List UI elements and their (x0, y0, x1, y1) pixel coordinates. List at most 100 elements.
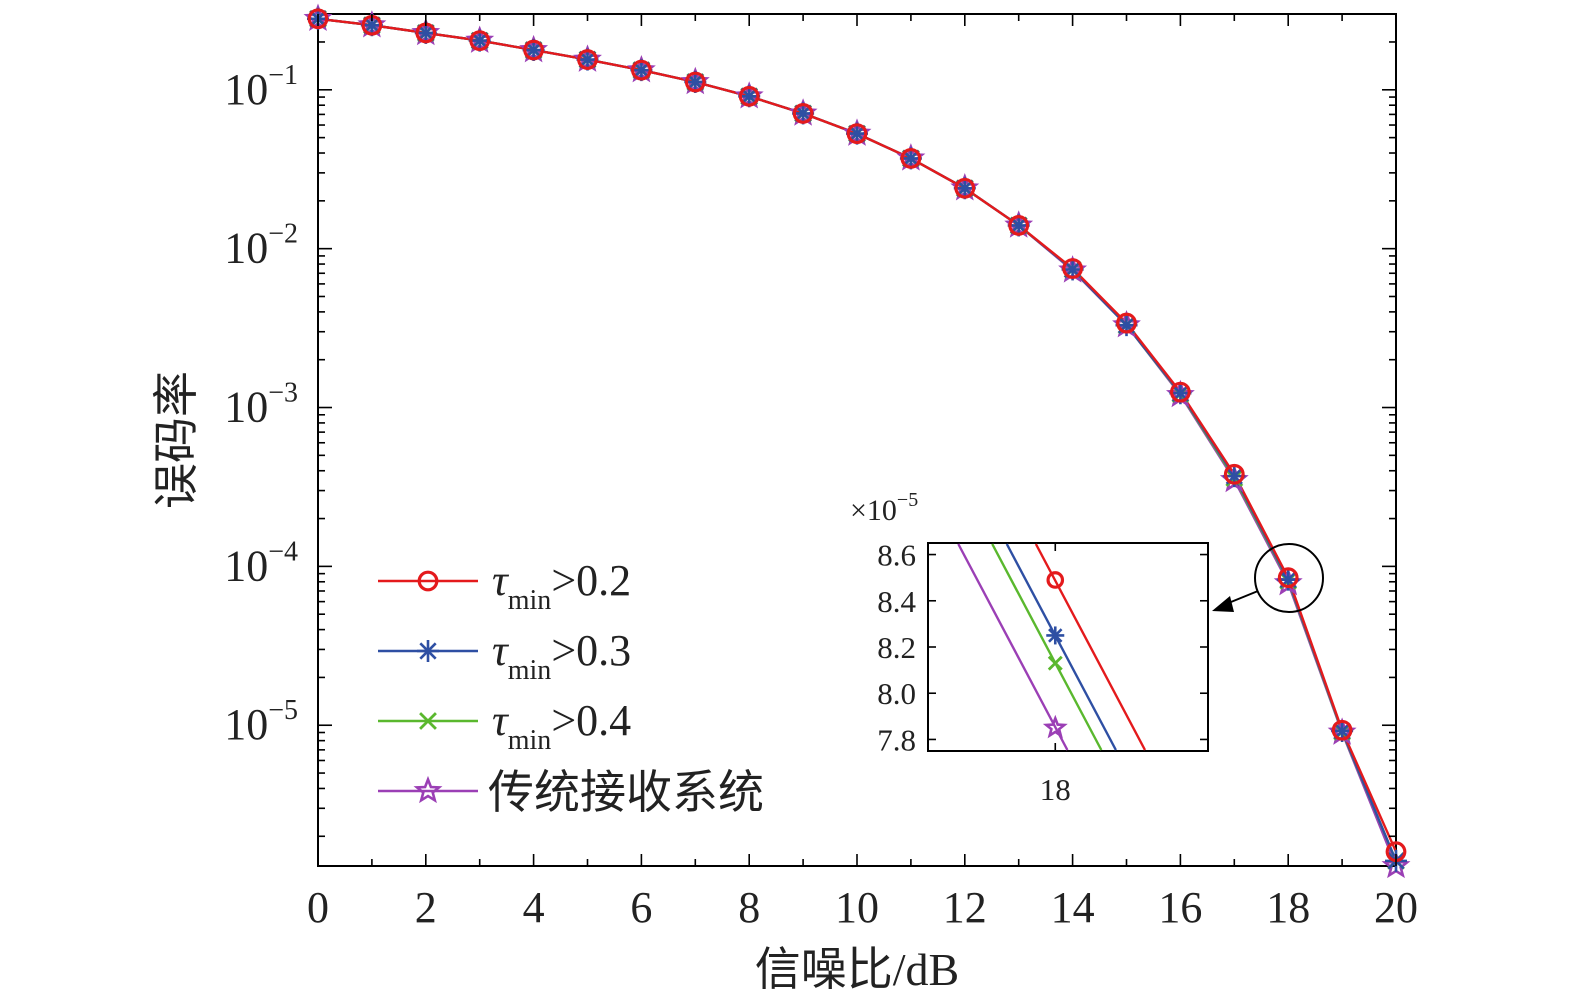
legend-label-star: 传统接收系统 (488, 767, 764, 818)
series-line-star (317, 17, 1398, 867)
inset-line-x (991, 543, 1103, 751)
data-point-circle-11 (900, 147, 922, 169)
legend-label-asterisk: τmin>0.3 (492, 626, 631, 686)
legend-threshold: >0.4 (551, 696, 631, 745)
data-point-circle-6 (631, 59, 652, 81)
data-point-circle-13 (1008, 215, 1030, 236)
y-tick-label-base: 10 (224, 700, 268, 749)
x-tick-label-10: 10 (835, 883, 879, 932)
legend-subscript: min (508, 725, 552, 756)
legend-marker-circle (417, 570, 439, 592)
main-series-lines (317, 17, 1398, 867)
x-axis-title: 信噪比/dB (755, 944, 959, 995)
inset-y-multiplier: ×10−5 (850, 489, 918, 527)
data-point-circle-4 (523, 39, 544, 61)
x-axis-ticks: 0 2 4 6 8 10 12 14 16 18 20 (307, 14, 1418, 932)
main-plot: 0 2 4 6 8 10 12 14 16 18 20 10−110−210−310−410−5 信… (151, 3, 1418, 995)
legend-label-x: τmin>0.4 (492, 696, 631, 756)
inset-y-tick-label-8.4: 8.4 (877, 584, 916, 619)
x-tick-label-16: 16 (1158, 883, 1202, 932)
legend-threshold: >0.2 (551, 556, 631, 605)
data-point-circle-12 (954, 177, 976, 199)
y-tick-label-base: 10 (224, 65, 268, 114)
inset-plot: 7.8 8.0 8.2 8.4 8.6 18 ×10−5 (850, 489, 1209, 807)
x-tick-label-14: 14 (1051, 883, 1095, 932)
zoom-circle (1254, 543, 1324, 613)
x-tick-label-20: 20 (1374, 883, 1418, 932)
data-point-circle-0 (307, 8, 329, 30)
inset-line-star (957, 543, 1069, 751)
zoom-callout (1212, 543, 1324, 613)
legend-symbol: τ (492, 626, 510, 675)
data-point-circle-8 (738, 85, 760, 107)
legend-subscript: min (508, 655, 552, 686)
inset-y-tick-label-8.6: 8.6 (877, 538, 916, 573)
legend-marker-x-stroke-1 (419, 712, 437, 730)
legend-symbol: τ (492, 556, 510, 605)
inset-point-asterisk-stroke-3 (1048, 628, 1063, 643)
legend-entry-circle: τmin>0.2 (378, 556, 631, 616)
y-axis-title: 误码率 (151, 371, 202, 509)
data-point-circle-14 (1062, 258, 1083, 279)
y-tick-label-base: 10 (224, 541, 268, 590)
legend-symbol: τ (492, 696, 510, 745)
y-tick-label-exponent: −4 (268, 536, 298, 567)
data-point-circle-17 (1223, 463, 1245, 485)
data-point-circle-5 (577, 49, 598, 70)
inset-point-star-shape (1042, 714, 1068, 739)
inset-y-tick-label-8.0: 8.0 (877, 676, 916, 711)
legend-marker-star-shape (413, 775, 443, 804)
inset-point-x (1047, 655, 1063, 671)
x-tick-label-0: 0 (307, 883, 329, 932)
legend-marker-star (413, 775, 443, 804)
inset-series-lines (957, 543, 1147, 751)
legend-entry-asterisk: τmin>0.3 (378, 626, 631, 686)
y-tick-label-exponent: −1 (268, 60, 298, 91)
legend-entry-x: τmin>0.4 (378, 696, 631, 756)
inset-y-tick-label-7.8: 7.8 (877, 722, 916, 757)
legend-threshold: >0.3 (551, 626, 631, 675)
y-tick-label-−1: 10−1 (224, 60, 298, 114)
y-tick-label-base: 10 (224, 224, 268, 273)
inset-point-circle (1046, 571, 1065, 589)
y-tick-label-exponent: −2 (268, 219, 298, 250)
inset-series-markers (1042, 571, 1068, 739)
y-tick-label-−2: 10−2 (224, 219, 298, 273)
x-tick-label-8: 8 (738, 883, 760, 932)
legend-marker-asterisk (417, 640, 439, 662)
legend-marker-asterisk-stroke-3 (419, 642, 437, 660)
series-line-asterisk (317, 17, 1398, 862)
inset-frame (927, 542, 1209, 752)
data-point-circle-16 (1169, 381, 1191, 403)
inset-point-star (1042, 714, 1068, 739)
main-series-markers (303, 3, 1411, 879)
inset-point-x-stroke-1 (1047, 655, 1063, 671)
inset-y-multiplier-base: ×10 (850, 494, 897, 527)
inset-line-circle (1034, 543, 1147, 751)
inset-y-tick-label-8.2: 8.2 (877, 630, 916, 665)
data-point-circle-9 (792, 103, 814, 124)
data-point-circle-3 (469, 30, 491, 52)
legend-label-circle: τmin>0.2 (492, 556, 631, 616)
inset-line-asterisk (1005, 543, 1117, 751)
data-point-circle-10 (846, 123, 868, 144)
inset-x-tick-label-18: 18 (1040, 772, 1071, 807)
inset-axis-ticks: 7.8 8.0 8.2 8.4 8.6 18 (877, 538, 1208, 807)
x-tick-label-18: 18 (1266, 883, 1310, 932)
y-tick-label-−4: 10−4 (224, 536, 298, 590)
legend-subscript: min (508, 585, 552, 616)
x-tick-label-6: 6 (630, 883, 652, 932)
legend-marker-x (419, 712, 437, 730)
y-tick-label-−3: 10−3 (224, 378, 298, 432)
y-axis-ticks: 10−110−210−310−410−5 (224, 41, 1396, 838)
data-point-circle-7 (684, 71, 706, 93)
y-tick-label-exponent: −5 (268, 695, 298, 726)
x-tick-label-12: 12 (943, 883, 987, 932)
series-line-x (317, 17, 1398, 862)
inset-y-multiplier-exp: −5 (897, 489, 918, 511)
y-tick-label-exponent: −3 (268, 378, 298, 409)
y-tick-label-−5: 10−5 (224, 695, 298, 749)
zoom-arrow-head (1212, 596, 1234, 612)
